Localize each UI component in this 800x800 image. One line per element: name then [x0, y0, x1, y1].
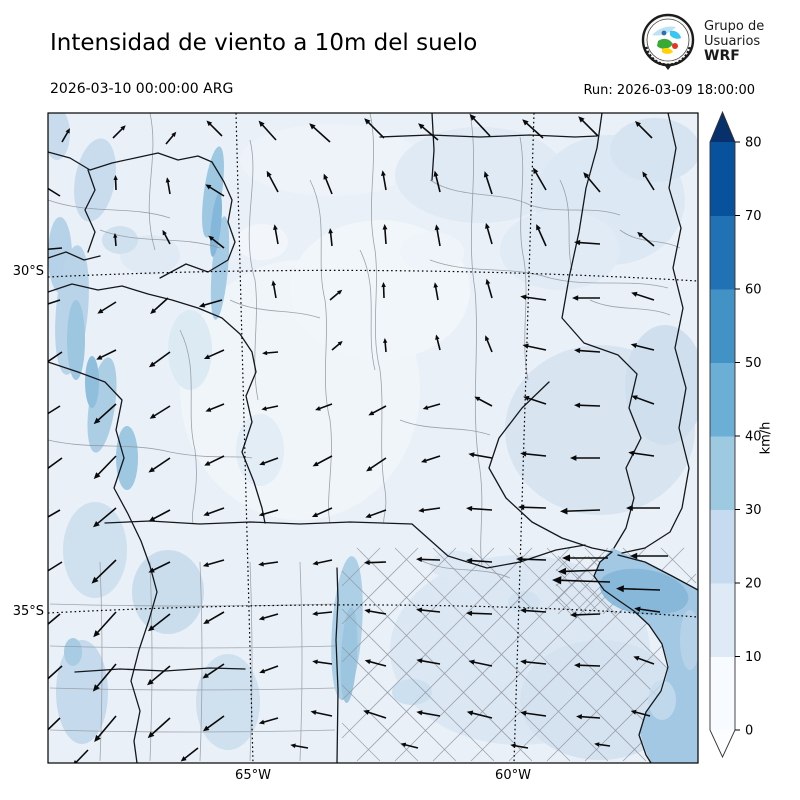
logo-text: Grupo de Usuarios WRF: [704, 19, 764, 64]
lon-label-65w: 65°W: [235, 768, 271, 783]
svg-text:70: 70: [745, 209, 762, 224]
svg-text:30: 30: [745, 503, 762, 518]
logo-globe-icon: [641, 13, 695, 70]
svg-text:20: 20: [745, 577, 762, 592]
svg-text:60: 60: [745, 283, 762, 298]
svg-text:50: 50: [745, 356, 762, 371]
colorbar-unit-label: km/h: [758, 421, 774, 455]
page-title: Intensidad de viento a 10m del suelo: [50, 30, 478, 56]
valid-time-label: 2026-03-10 00:00:00 ARG: [50, 81, 234, 97]
svg-text:0: 0: [745, 724, 753, 739]
logo-line-2: Usuarios: [704, 33, 761, 49]
lat-label-35s: 35°S: [12, 604, 44, 619]
lon-label-60w: 60°W: [495, 768, 531, 783]
logo-line-3: WRF: [704, 47, 740, 64]
lat-label-30s: 30°S: [12, 264, 44, 279]
svg-text:40: 40: [745, 430, 762, 445]
run-time-label: Run: 2026-03-09 18:00:00: [583, 83, 755, 98]
wrf-group-logo: Grupo de Usuarios WRF: [640, 11, 764, 71]
svg-text:80: 80: [745, 136, 762, 151]
svg-text:10: 10: [745, 650, 762, 665]
logo-line-1: Grupo de: [704, 18, 765, 34]
